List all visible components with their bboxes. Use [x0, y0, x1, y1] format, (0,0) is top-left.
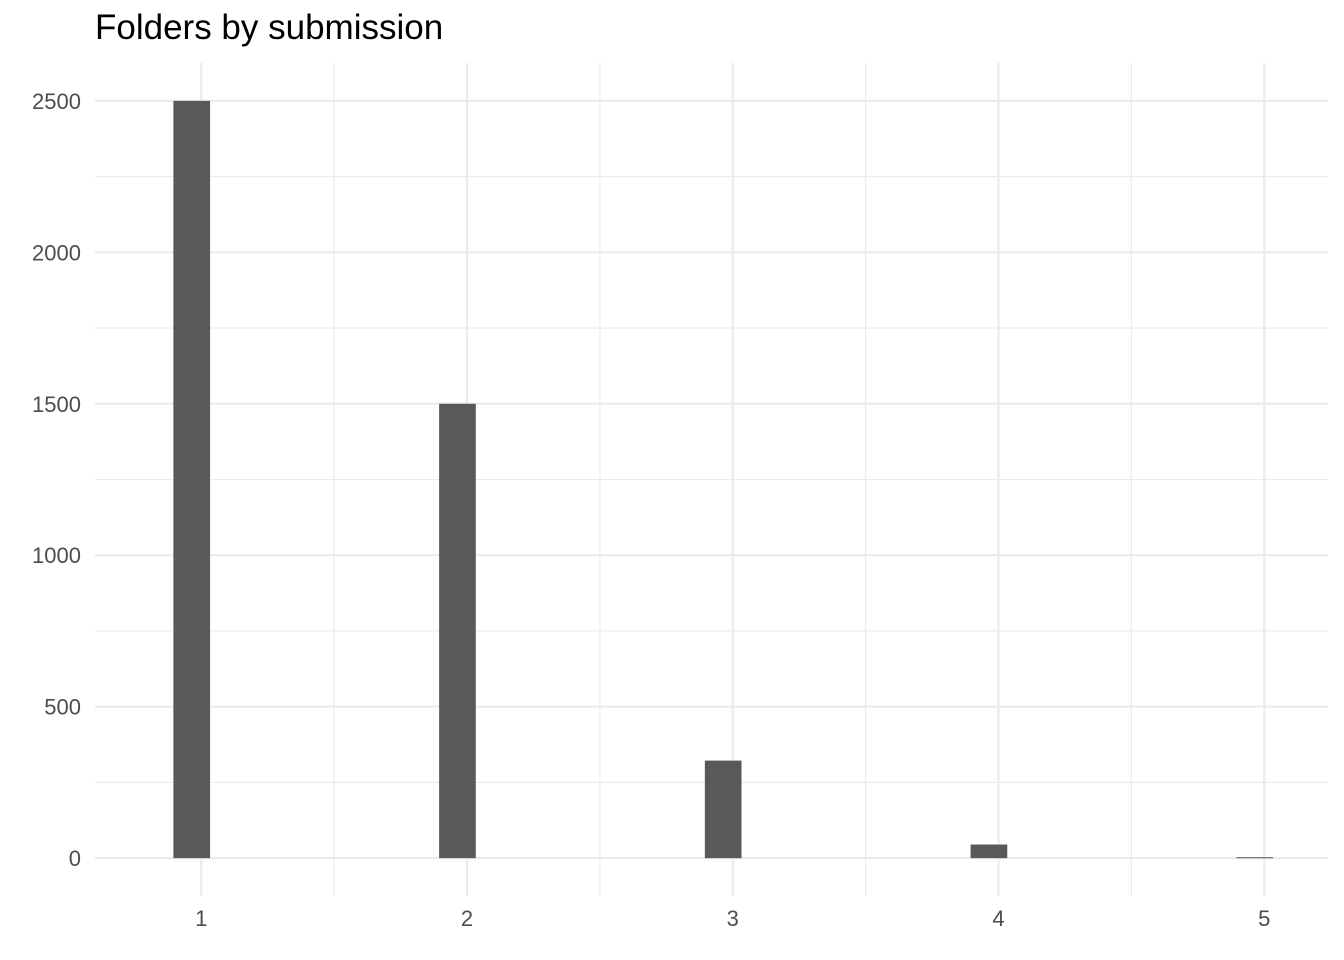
x-axis-tick-labels: 1 2 3 4 5	[195, 906, 1270, 931]
minor-gridlines	[95, 63, 1328, 896]
x-tick-label: 4	[992, 906, 1004, 931]
bar	[970, 844, 1008, 859]
y-tick-label: 1000	[32, 543, 81, 568]
x-tick-label: 2	[461, 906, 473, 931]
x-tick-label: 1	[195, 906, 207, 931]
bars-group	[173, 100, 1273, 859]
bar	[704, 760, 742, 859]
y-tick-label: 2000	[32, 240, 81, 265]
bar	[1236, 857, 1273, 859]
x-tick-label: 5	[1258, 906, 1270, 931]
bar	[439, 403, 476, 859]
bar	[173, 100, 211, 859]
chart-title: Folders by submission	[95, 8, 444, 47]
y-tick-label: 0	[69, 846, 81, 871]
x-tick-label: 3	[727, 906, 739, 931]
y-tick-label: 2500	[32, 89, 81, 114]
y-tick-label: 500	[44, 695, 81, 720]
y-tick-label: 1500	[32, 392, 81, 417]
y-axis-tick-labels: 0 500 1000 1500 2000 2500	[32, 89, 81, 871]
